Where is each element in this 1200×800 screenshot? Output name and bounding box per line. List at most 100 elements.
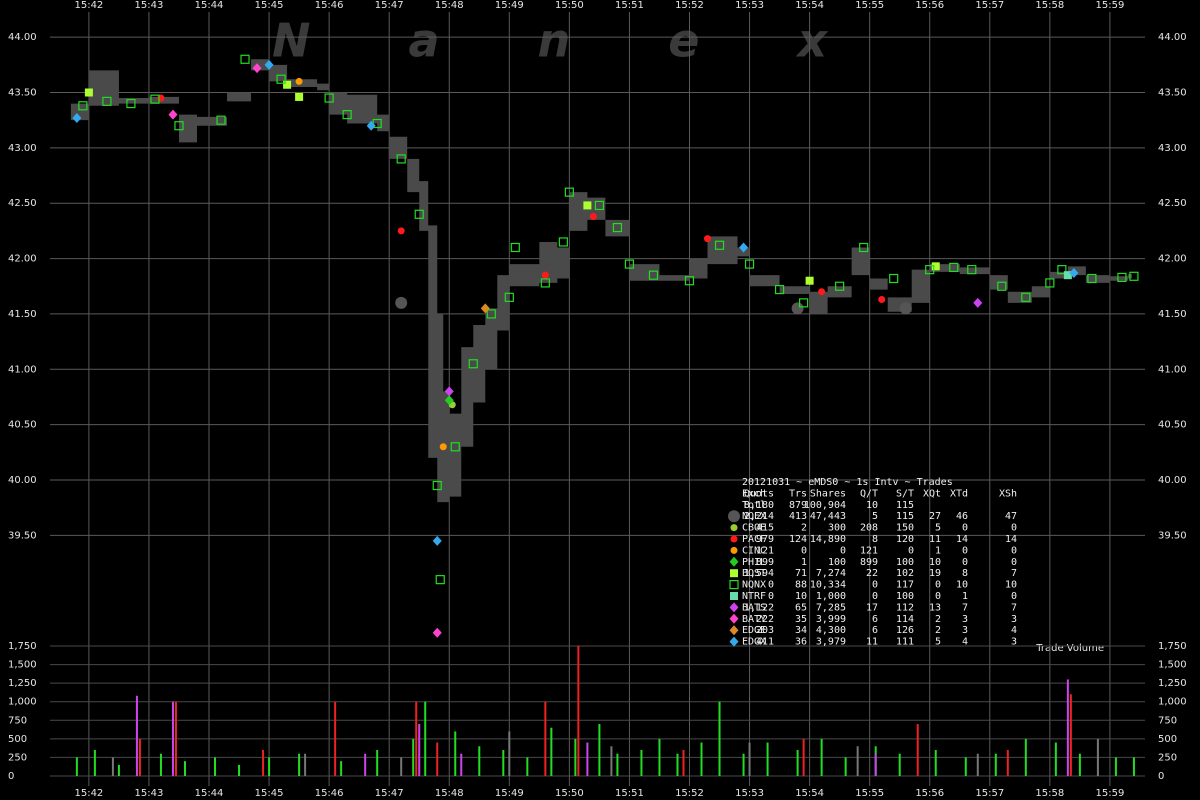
grid <box>50 12 1145 786</box>
table-cell: 3,979 <box>816 637 846 648</box>
volume-bar <box>1006 750 1009 776</box>
x-tick-label: 15:50 <box>555 0 584 11</box>
table-cell: 0 <box>935 591 941 602</box>
trade-point <box>835 281 845 291</box>
volume-bar <box>526 757 529 776</box>
table-cell: 121 <box>860 545 878 556</box>
table-cell: 6 <box>872 625 878 636</box>
table-header: XTd <box>950 488 968 499</box>
y-tick-label: 1,500 <box>1158 660 1187 671</box>
y-tick-label: 0 <box>8 771 14 782</box>
legend-marker <box>729 579 739 590</box>
trade-point <box>480 303 490 314</box>
x-tick-label: 15:52 <box>675 0 704 11</box>
table-cell: 22 <box>866 568 878 579</box>
table-cell: PHIL <box>742 557 766 568</box>
volume-bar <box>898 753 901 776</box>
y-tick-label: 40.00 <box>8 475 37 486</box>
volume-bar <box>658 738 661 776</box>
trade-point <box>648 270 659 280</box>
volume-bar <box>586 742 589 776</box>
table-cell: 7 <box>962 602 968 613</box>
x-tick-label: 15:45 <box>255 0 284 11</box>
table-cell: NQNX <box>742 580 766 591</box>
x-tick-label: 15:55 <box>855 0 884 11</box>
legend-marker <box>729 625 739 636</box>
table-cell: 10 <box>866 500 878 511</box>
trade-point <box>624 259 635 269</box>
trade-point <box>78 101 88 111</box>
table-cell: 121 <box>756 545 774 556</box>
volume-bar <box>174 701 177 776</box>
y-tick-label: 250 <box>1158 752 1177 763</box>
y-tick-label: 42.00 <box>1158 254 1187 265</box>
table-cell: PACF <box>742 534 766 545</box>
volume-bar <box>424 701 427 776</box>
table-cell: 10,334 <box>810 580 846 591</box>
table-cell: 413 <box>789 511 807 522</box>
table-cell: 0 <box>768 591 774 602</box>
trade-point <box>324 93 334 103</box>
volume-bar <box>171 701 174 776</box>
trade-point <box>450 442 460 452</box>
trade-point <box>774 284 785 295</box>
volume-bar <box>676 753 679 776</box>
y-tick-label: 42.50 <box>8 198 37 209</box>
x-tick-label: 15:57 <box>975 0 1004 11</box>
table-cell: 102 <box>896 568 914 579</box>
y-tick-label: 250 <box>8 752 27 763</box>
table-cell: 4 <box>962 637 968 648</box>
table-cell: 1 <box>935 545 941 556</box>
trade-point <box>276 74 286 84</box>
table-cell: 111 <box>896 637 914 648</box>
x-tick-label: 15:49 <box>495 788 524 799</box>
volume-bar <box>400 757 403 776</box>
volume-bar <box>766 742 769 776</box>
table-cell: 2 <box>935 614 941 625</box>
legend-marker <box>729 556 739 567</box>
table-cell: 100,904 <box>804 500 846 511</box>
trade-point <box>931 262 940 271</box>
table-cell: 0 <box>935 580 941 591</box>
table-cell: 8 <box>962 568 968 579</box>
table-cell: 411 <box>756 637 774 648</box>
volume-bar <box>502 750 505 776</box>
volume-bar <box>138 738 141 776</box>
trade-point <box>510 242 520 253</box>
trade-point <box>150 94 160 104</box>
volume-bar <box>748 742 751 776</box>
table-cell: CINC <box>742 545 766 556</box>
trade-point <box>594 200 604 211</box>
volume-bar <box>616 753 619 776</box>
table-cell: 879 <box>789 500 807 511</box>
trade-point <box>432 627 442 638</box>
trade-point <box>899 302 912 315</box>
table-cell: 126 <box>896 625 914 636</box>
legend-marker <box>729 636 739 647</box>
volume-bar <box>718 701 721 776</box>
volume-bar <box>262 750 265 776</box>
trade-point <box>72 112 82 123</box>
volume-bar <box>1066 679 1069 776</box>
y-tick-label: 44.00 <box>8 32 37 43</box>
y-tick-label: 500 <box>1158 734 1177 745</box>
table-cell: 979 <box>756 534 774 545</box>
y-tick-label: 1,250 <box>1158 678 1187 689</box>
table-cell: 7,285 <box>816 602 846 613</box>
x-tick-label: 15:44 <box>195 0 224 11</box>
trade-point <box>878 296 886 304</box>
volume-bar <box>415 701 418 776</box>
y-tick-label: 44.00 <box>1158 32 1187 43</box>
table-cell: 10 <box>1005 580 1017 591</box>
table-cell: 3 <box>962 614 968 625</box>
trade-point <box>1021 292 1031 302</box>
table-cell: NQEX <box>742 511 766 522</box>
table-cell: 150 <box>896 523 914 534</box>
trade-point <box>84 88 93 97</box>
table-cell: 208 <box>860 523 878 534</box>
x-tick-label: 15:44 <box>195 788 224 799</box>
table-cell: 5 <box>935 637 941 648</box>
table-cell: 1,122 <box>744 602 774 613</box>
y-tick-label: 42.50 <box>1158 198 1187 209</box>
volume-bar <box>508 731 511 776</box>
